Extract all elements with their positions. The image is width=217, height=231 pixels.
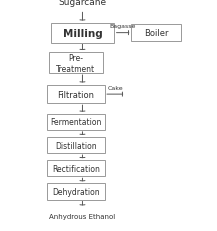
Text: Fermentation: Fermentation	[50, 118, 102, 127]
FancyBboxPatch shape	[47, 184, 105, 200]
Text: Bagasse: Bagasse	[110, 24, 136, 29]
Text: Anhydrous Ethanol: Anhydrous Ethanol	[49, 213, 116, 219]
FancyBboxPatch shape	[49, 53, 103, 74]
FancyBboxPatch shape	[47, 137, 105, 154]
Text: Pre-
Treatment: Pre- Treatment	[56, 54, 95, 73]
Text: Distillation: Distillation	[55, 141, 97, 150]
Text: Sugarcane: Sugarcane	[58, 0, 107, 7]
Text: Milling: Milling	[62, 28, 102, 39]
FancyBboxPatch shape	[47, 161, 105, 177]
Text: Filtration: Filtration	[58, 90, 94, 99]
FancyBboxPatch shape	[51, 24, 114, 43]
FancyBboxPatch shape	[131, 25, 181, 42]
Text: Cake: Cake	[107, 85, 123, 91]
Text: Dehydration: Dehydration	[52, 187, 100, 196]
FancyBboxPatch shape	[47, 85, 105, 104]
FancyBboxPatch shape	[47, 114, 105, 131]
Text: Rectification: Rectification	[52, 164, 100, 173]
Text: Boiler: Boiler	[144, 29, 168, 38]
